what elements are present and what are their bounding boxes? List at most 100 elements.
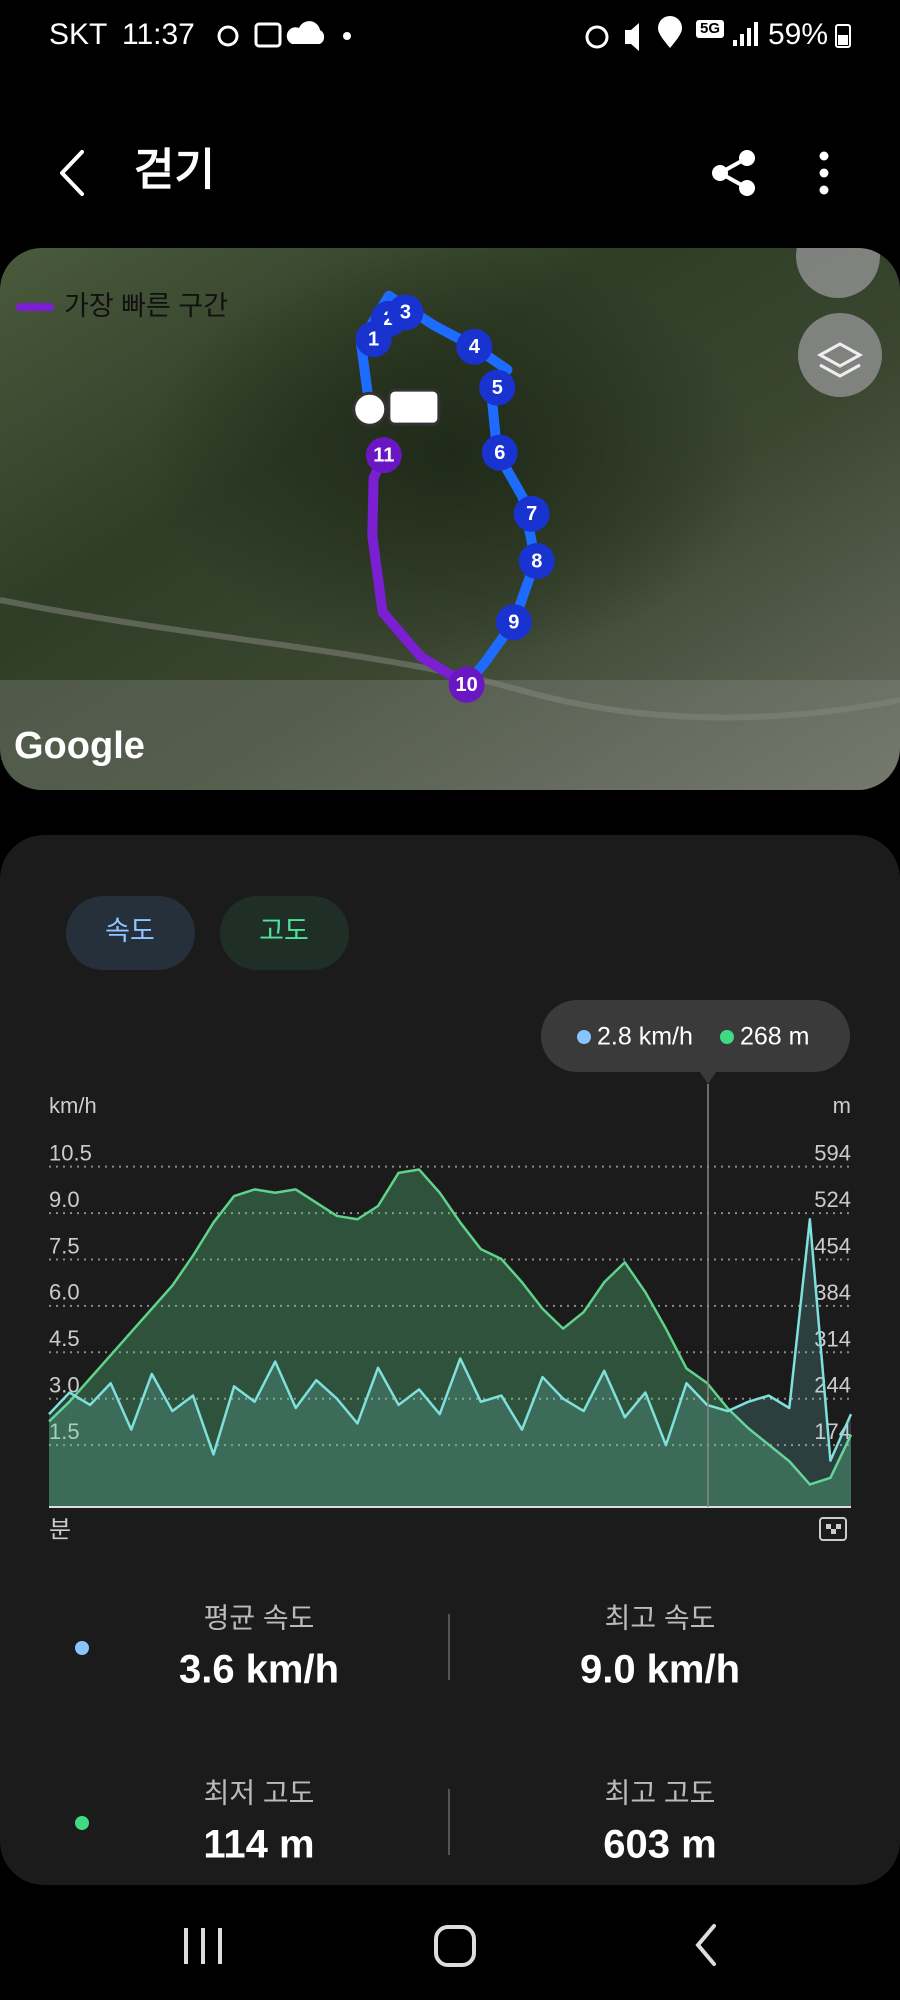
stat-value: 603 m	[603, 1823, 716, 1867]
status-icon	[286, 21, 325, 44]
route-marker	[365, 437, 402, 474]
clock: 11:37	[122, 18, 195, 51]
series-line	[48, 1168, 853, 1486]
y2-tick-label: 244	[814, 1373, 851, 1398]
route-marker-label: 1	[368, 328, 379, 350]
route-marker-label: 4	[469, 336, 481, 358]
y2-axis-label: m	[833, 1093, 851, 1118]
route-marker-label: 10	[456, 674, 478, 696]
battery-fill	[838, 35, 848, 45]
home-button[interactable]	[434, 1925, 476, 1967]
route-marker	[387, 294, 424, 331]
tab-speed[interactable]: 속도	[66, 896, 195, 970]
finish-icon	[819, 1517, 847, 1541]
y-tick-label: 10.5	[49, 1140, 92, 1165]
route-marker-label: 6	[494, 442, 505, 464]
map-attribution: Google	[14, 725, 145, 767]
speed-dot	[75, 1641, 89, 1655]
map-imagery	[70, 248, 830, 740]
status-icon	[343, 32, 351, 40]
series-area	[49, 1219, 851, 1507]
stat-value: 9.0 km/h	[580, 1648, 740, 1692]
status-icon	[658, 16, 682, 48]
app-bar: 걷기	[60, 146, 829, 196]
chart-tooltip: 2.8 km/h 268 m	[541, 1000, 850, 1507]
y2-tick-label: 174	[814, 1419, 851, 1444]
route-marker	[481, 434, 518, 471]
stat-label: 최고 고도	[605, 1777, 716, 1808]
tab-label: 고도	[259, 916, 309, 946]
back-nav-button[interactable]	[695, 1924, 716, 1966]
carrier: SKT	[49, 18, 107, 51]
y-tick-label: 4.5	[49, 1326, 80, 1351]
tooltip-speed: 2.8 km/h	[597, 1023, 693, 1051]
stat-label: 최저 고도	[204, 1777, 315, 1808]
route-map[interactable]: 가장 빠른 구간 Google 1234567891011	[0, 214, 900, 790]
status-icon	[625, 23, 639, 51]
tab-altitude[interactable]: 고도	[220, 896, 349, 970]
altitude-dot	[75, 1816, 89, 1830]
screen-title: 걷기	[134, 146, 215, 195]
expand-button[interactable]	[796, 214, 880, 298]
y2-tick-label: 454	[814, 1234, 851, 1259]
route-marker-label: 8	[531, 550, 542, 572]
route-marker	[456, 328, 493, 365]
stat-label: 최고 속도	[605, 1602, 716, 1633]
tooltip-pointer	[700, 1072, 716, 1084]
tooltip-altitude: 268 m	[740, 1023, 809, 1051]
recents-button[interactable]	[184, 1928, 222, 1964]
tooltip-bg	[541, 1000, 850, 1072]
x-axis-label: 분	[49, 1516, 71, 1543]
stat-label: 평균 속도	[204, 1602, 315, 1633]
route-marker-label: 7	[526, 503, 537, 525]
battery-level: 59%	[768, 18, 828, 51]
network-type: 5G	[700, 20, 720, 37]
route-marker	[518, 543, 555, 579]
y-axis-label: km/h	[49, 1093, 97, 1118]
fastest-route-path	[367, 450, 472, 690]
route-marker	[448, 666, 485, 703]
layers-button[interactable]	[798, 313, 882, 397]
route-marker	[513, 495, 550, 532]
y-tick-label: 9.0	[49, 1187, 80, 1212]
network-badge	[696, 20, 724, 38]
back-button[interactable]	[60, 150, 84, 196]
y-tick-label: 3.0	[49, 1373, 80, 1398]
route-marker	[479, 369, 516, 406]
map-city	[0, 680, 900, 790]
stat-value: 3.6 km/h	[179, 1648, 339, 1692]
stats-card	[0, 835, 900, 1885]
route-marker	[495, 604, 532, 641]
map-road	[0, 597, 900, 721]
status-icon	[585, 25, 609, 49]
route-marker-label: 3	[400, 302, 411, 324]
nav-bar	[184, 1924, 716, 1967]
y2-tick-label: 594	[814, 1141, 851, 1166]
y-tick-label: 1.5	[49, 1419, 80, 1444]
route-marker-label: 9	[508, 611, 519, 633]
share-button[interactable]	[712, 150, 755, 196]
y2-tick-label: 384	[814, 1280, 851, 1305]
battery-icon	[835, 24, 851, 48]
route-marker-label: 11	[373, 444, 394, 466]
stat-value: 114 m	[203, 1823, 314, 1867]
tooltip-dot	[720, 1030, 734, 1044]
series-line	[48, 1218, 853, 1462]
series-area	[49, 1169, 851, 1507]
chart: km/h m 분 1.53.04.56.07.59.010.5174244314…	[48, 1093, 853, 1543]
stats: 평균 속도 3.6 km/h 최고 속도 9.0 km/h 최저 고도 114 m 최고 고…	[75, 1602, 740, 1867]
route-marker-label: 5	[492, 377, 503, 399]
status-icon	[254, 22, 282, 48]
tooltip-dot	[577, 1030, 591, 1044]
y-tick-label: 7.5	[49, 1233, 80, 1258]
finish-flag	[387, 388, 441, 426]
tab-label: 속도	[105, 916, 155, 946]
map-legend: 가장 빠른 구간	[64, 291, 228, 321]
more-button[interactable]	[819, 151, 829, 195]
status-bar: SKT 11:37 5G 59%	[49, 16, 851, 51]
y2-tick-label: 524	[814, 1187, 851, 1212]
y-tick-label: 6.0	[49, 1280, 80, 1305]
